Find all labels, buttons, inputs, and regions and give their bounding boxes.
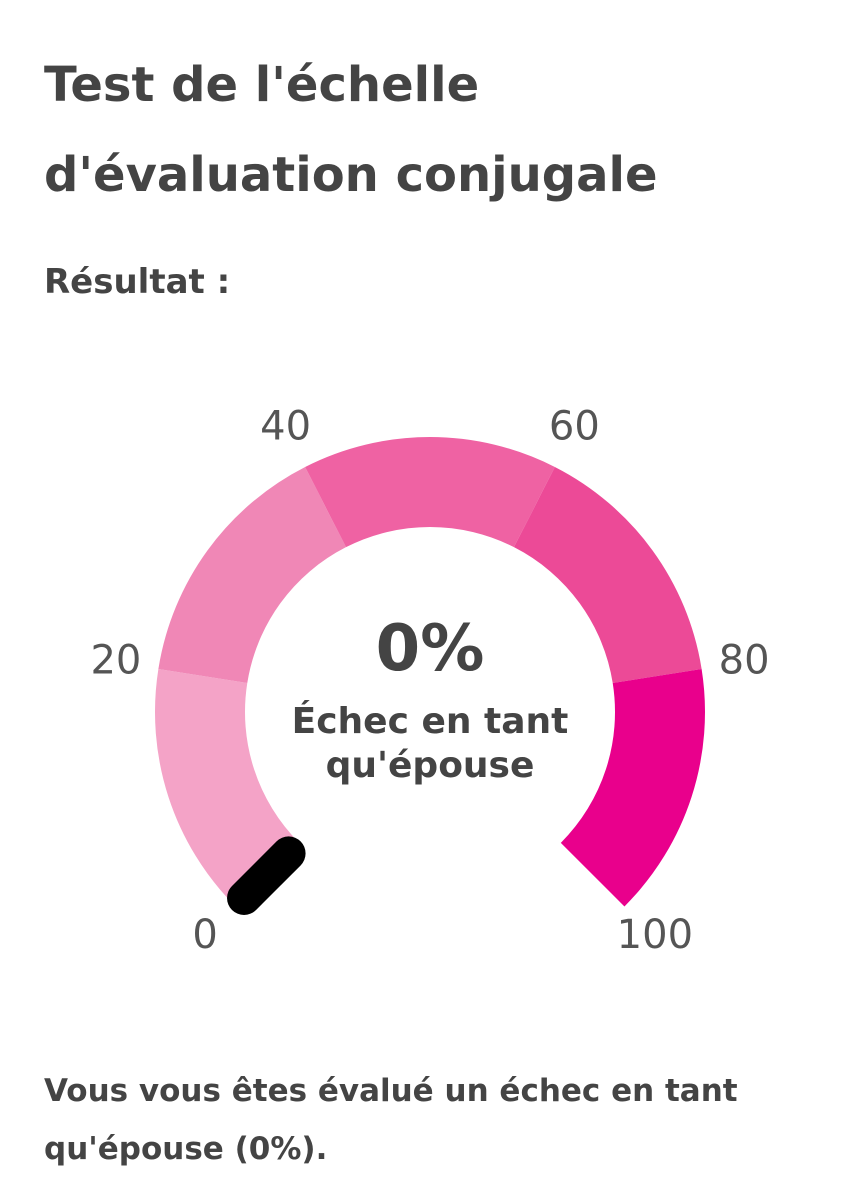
tick-label: 60 xyxy=(549,404,600,450)
gauge-segment xyxy=(155,668,300,907)
gauge-segment xyxy=(305,436,555,548)
tick-label: 20 xyxy=(90,637,141,683)
tick-label: 80 xyxy=(719,637,770,683)
result-heading: Résultat : xyxy=(44,262,231,302)
tick-label: 40 xyxy=(260,404,311,450)
gauge-value: 0% xyxy=(375,612,485,686)
tick-label: 100 xyxy=(617,912,693,958)
gauge-segment xyxy=(513,466,702,684)
tick-label: 0 xyxy=(192,912,217,958)
page-title: Test de l'échelle d'évaluation conjugale xyxy=(44,57,658,203)
gauge-label: Échec en tant qu'épouse xyxy=(291,701,569,786)
summary: Vous vous êtes évalué un échec en tant q… xyxy=(44,1073,738,1167)
needle xyxy=(227,836,306,915)
gauge-segment xyxy=(560,668,706,907)
gauge-segment xyxy=(158,466,347,684)
